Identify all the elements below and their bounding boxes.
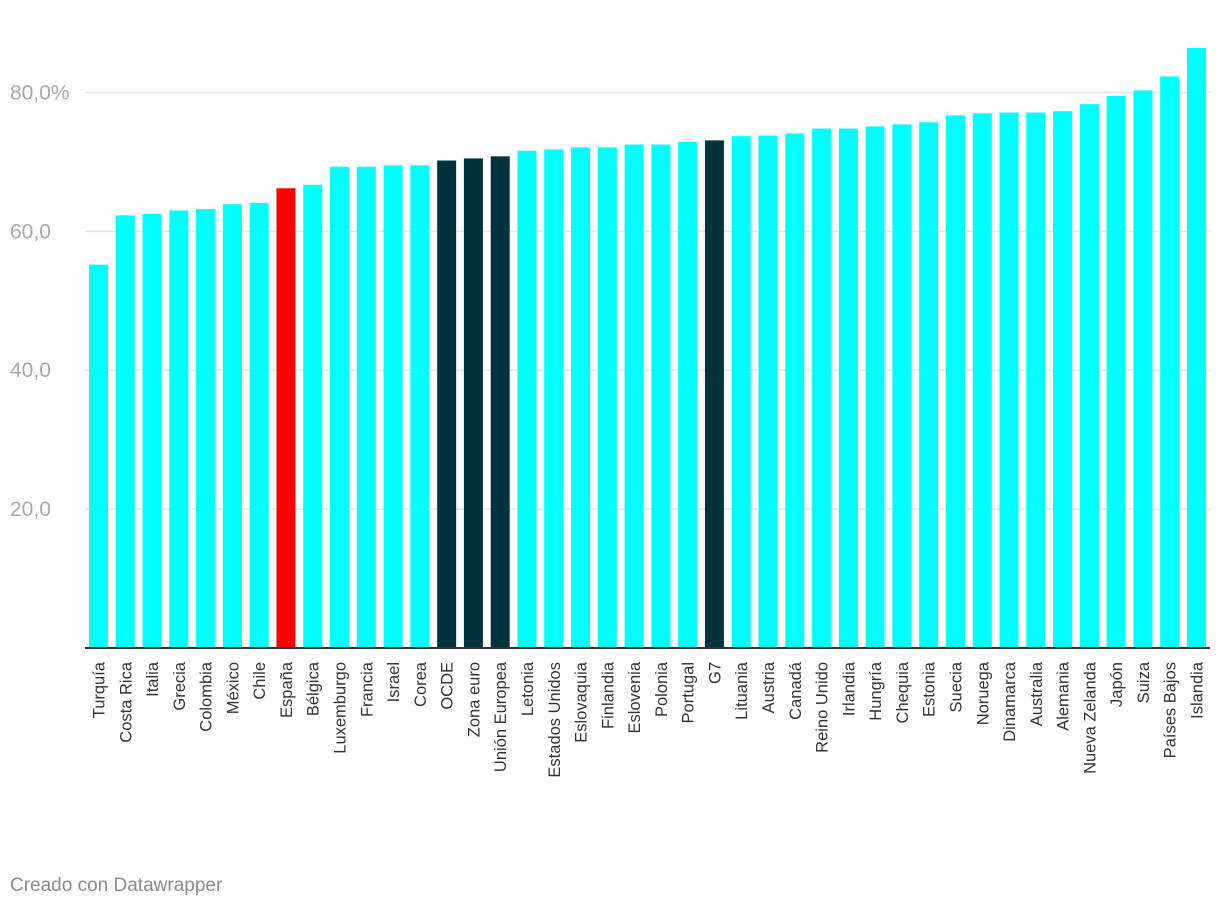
bar-bélgica — [303, 184, 323, 649]
x-tick-label: Lituania — [733, 661, 751, 720]
bar-españa — [276, 188, 296, 648]
bars — [89, 48, 1206, 649]
bar-dinamarca — [999, 112, 1019, 649]
bar-g7 — [704, 140, 724, 648]
bar-luxemburgo — [330, 166, 350, 648]
x-tick-label: Nueva Zelanda — [1081, 661, 1099, 774]
x-tick-label: G7 — [706, 662, 724, 684]
y-axis: 20,0 40,0 60,0 80,0% — [10, 81, 70, 521]
bar-reino-unido — [812, 128, 832, 649]
bar-países-bajos — [1160, 76, 1180, 648]
x-tick-label: Chile — [251, 662, 269, 700]
x-tick-label: Alemania — [1055, 661, 1073, 731]
x-tick-label: Canadá — [787, 661, 805, 720]
bar-eslovenia — [624, 144, 644, 648]
x-tick-label: OCDE — [439, 662, 457, 710]
y-tick-label: 40,0 — [10, 359, 51, 382]
bar-grecia — [169, 210, 189, 648]
bar-colombia — [196, 209, 216, 648]
x-tick-label: Finlandia — [599, 661, 617, 729]
x-tick-label: Suiza — [1135, 661, 1153, 703]
bar-lituania — [731, 136, 751, 648]
bar-australia — [1026, 112, 1046, 649]
bar-corea — [410, 165, 430, 648]
x-tick-label: España — [278, 661, 296, 718]
x-tick-label: Israel — [385, 662, 403, 702]
bar-letonia — [517, 150, 537, 648]
bar-estados-unidos — [544, 149, 564, 648]
x-tick-label: Grecia — [171, 661, 189, 710]
bar-ocde — [437, 160, 457, 648]
x-tick-label: Japón — [1108, 662, 1126, 707]
x-tick-label: Colombia — [198, 661, 216, 732]
bar-israel — [383, 165, 403, 648]
x-axis-labels: Turquía Costa Rica Italia Grecia Colombia Méx… — [91, 661, 1207, 777]
x-tick-label: Corea — [412, 661, 430, 707]
x-tick-label: México — [224, 662, 242, 714]
bar-suiza — [1133, 90, 1153, 649]
datawrapper-credit: Creado con Datawrapper — [10, 875, 223, 896]
x-tick-label: Zona euro — [465, 662, 483, 737]
bar-alemania — [1053, 111, 1073, 648]
x-tick-label: Unión Europea — [492, 661, 510, 772]
x-tick-label: Turquía — [91, 661, 109, 718]
x-tick-label: Francia — [358, 661, 376, 717]
x-tick-label: Eslovaquia — [573, 661, 591, 743]
bar-francia — [356, 166, 376, 648]
bar-nueva-zelanda — [1079, 104, 1099, 648]
bar-costa-rica — [115, 215, 135, 648]
x-tick-label: Costa Rica — [117, 661, 135, 743]
x-tick-label: Australia — [1028, 661, 1046, 726]
x-tick-label: Eslovenia — [626, 661, 644, 733]
bar-suecia — [945, 115, 965, 649]
x-tick-label: Austria — [760, 661, 778, 713]
bar-italia — [142, 213, 162, 648]
bar-eslovaquia — [571, 147, 591, 649]
bar-zona-euro — [463, 158, 483, 648]
x-tick-label: Hungría — [867, 661, 885, 721]
y-tick-label: 60,0 — [10, 220, 51, 243]
bar-estonia — [919, 122, 939, 649]
x-tick-label: Suecia — [947, 661, 965, 712]
x-tick-label: Estonia — [921, 661, 939, 717]
bar-noruega — [972, 113, 992, 649]
x-tick-label: Portugal — [680, 662, 698, 723]
bar-chequia — [892, 124, 912, 648]
x-tick-label: Chequia — [894, 661, 912, 723]
bar-méxico — [222, 204, 242, 648]
bar-islandia — [1187, 48, 1206, 648]
bar-finlandia — [597, 147, 617, 649]
x-tick-label: Luxemburgo — [332, 662, 350, 754]
bar-irlandia — [838, 128, 858, 649]
x-tick-label: Letonia — [519, 661, 537, 716]
x-tick-label: Países Bajos — [1162, 662, 1180, 758]
bar-polonia — [651, 144, 671, 648]
gridlines — [85, 91, 1210, 510]
bar-austria — [758, 135, 778, 648]
bar-chart: 20,0 40,0 60,0 80,0% Turquía Costa Rica Itali… — [10, 48, 1210, 778]
x-tick-label: Dinamarca — [1001, 661, 1019, 742]
bar-hungría — [865, 126, 885, 648]
x-tick-label: Estados Unidos — [546, 662, 564, 778]
bar-japón — [1106, 95, 1126, 648]
x-tick-label: Reino Unido — [814, 662, 832, 753]
y-tick-label: 20,0 — [10, 498, 51, 521]
x-tick-label: Italia — [144, 661, 162, 697]
bar-portugal — [678, 141, 698, 648]
bar-turquía — [89, 264, 108, 648]
bar-unión-europea — [490, 156, 510, 649]
bar-chile — [249, 202, 269, 648]
y-tick-label: 80,0% — [10, 81, 70, 104]
x-tick-label: Irlandia — [840, 661, 858, 716]
x-tick-label: Bélgica — [305, 661, 323, 716]
x-tick-label: Polonia — [653, 661, 671, 717]
x-tick-label: Noruega — [974, 661, 992, 725]
x-tick-label: Islandia — [1189, 661, 1207, 719]
bar-canadá — [785, 133, 805, 648]
